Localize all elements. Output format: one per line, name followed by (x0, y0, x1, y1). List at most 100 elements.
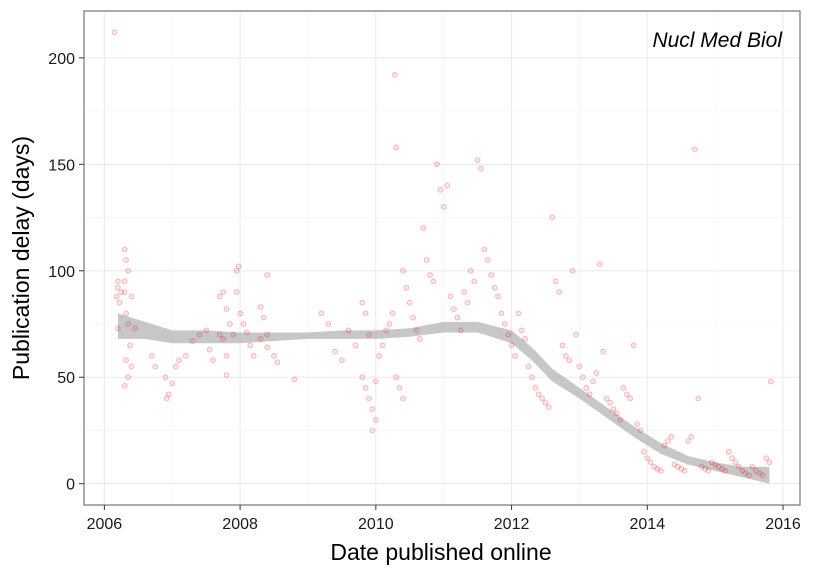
smooth-confidence-band (117, 313, 770, 484)
x-tick-label: 2016 (765, 516, 801, 533)
data-point (115, 325, 121, 332)
data-point (163, 395, 170, 402)
data-point (362, 310, 369, 317)
data-point (427, 272, 433, 278)
y-tick-label: 100 (48, 264, 75, 281)
data-point (671, 461, 678, 468)
y-tick-label: 0 (66, 477, 75, 494)
data-point (123, 310, 129, 317)
data-point (115, 278, 121, 285)
data-point (725, 448, 732, 455)
data-point (121, 382, 128, 389)
x-axis-title: Date published online (330, 539, 551, 565)
data-point (250, 353, 257, 359)
data-point (189, 338, 196, 344)
data-point (444, 182, 450, 189)
data-point (708, 459, 715, 466)
data-point (685, 438, 691, 444)
data-point (674, 463, 681, 470)
data-point (495, 293, 501, 300)
data-point (417, 336, 423, 342)
data-point (274, 359, 281, 366)
data-point (478, 165, 484, 172)
data-point (113, 293, 120, 300)
data-point (556, 289, 562, 295)
data-point (630, 342, 637, 349)
data-point (529, 374, 535, 381)
data-point (152, 363, 159, 370)
data-point (522, 336, 528, 342)
data-point (658, 468, 664, 474)
data-point (467, 267, 474, 274)
data-point (182, 353, 189, 359)
data-point (539, 395, 545, 402)
grid-lines (84, 11, 800, 505)
data-point (712, 461, 719, 468)
data-point (766, 459, 773, 466)
data-point (471, 278, 478, 285)
data-point (746, 472, 752, 479)
data-point (230, 331, 237, 338)
data-point (756, 470, 763, 476)
data-point (118, 289, 125, 295)
data-point (484, 257, 491, 263)
data-point (369, 427, 376, 434)
data-point (203, 327, 210, 334)
data-point (498, 310, 505, 317)
y-tick-label: 150 (48, 157, 75, 174)
data-point (132, 325, 138, 332)
data-point (505, 331, 512, 338)
data-point (128, 363, 135, 370)
data-point (695, 395, 702, 402)
data-point (535, 391, 542, 398)
data-point (753, 468, 759, 474)
data-point (379, 342, 386, 349)
data-point (362, 385, 369, 391)
data-point (501, 321, 508, 327)
data-point (518, 327, 525, 334)
data-point (634, 421, 640, 427)
data-point (400, 267, 406, 274)
data-point (359, 299, 366, 306)
data-point (403, 284, 410, 291)
data-point (237, 310, 243, 317)
data-point (235, 263, 242, 270)
data-point (165, 391, 172, 398)
data-point (264, 344, 271, 351)
data-point (736, 463, 742, 470)
data-point (654, 465, 661, 472)
data-point (617, 416, 624, 423)
data-point (552, 278, 559, 285)
data-point (149, 353, 155, 359)
data-point (400, 395, 406, 402)
data-point (127, 342, 133, 349)
data-point (664, 438, 671, 444)
data-point (546, 404, 552, 410)
x-tick-label: 2006 (87, 516, 123, 533)
data-point (434, 161, 440, 168)
data-point (559, 342, 566, 349)
data-point (759, 472, 766, 479)
data-point (121, 246, 128, 253)
data-point (116, 299, 123, 306)
data-point (115, 284, 121, 291)
data-point (573, 331, 579, 338)
data-point (668, 434, 674, 440)
data-point (454, 314, 461, 321)
data-point (512, 353, 518, 359)
data-point (579, 374, 586, 381)
data-points (111, 29, 774, 479)
data-point (383, 327, 389, 334)
data-point (576, 363, 583, 370)
data-point (457, 327, 464, 334)
data-point (488, 272, 495, 278)
y-tick-label: 50 (57, 370, 75, 387)
data-point (227, 321, 233, 327)
data-point (600, 348, 607, 355)
y-axis-title: Publication delay (days) (8, 136, 34, 380)
data-point (647, 459, 654, 466)
x-tick-label: 2008 (222, 516, 258, 533)
data-point (216, 293, 223, 300)
data-point (369, 406, 376, 413)
data-point (464, 299, 471, 306)
